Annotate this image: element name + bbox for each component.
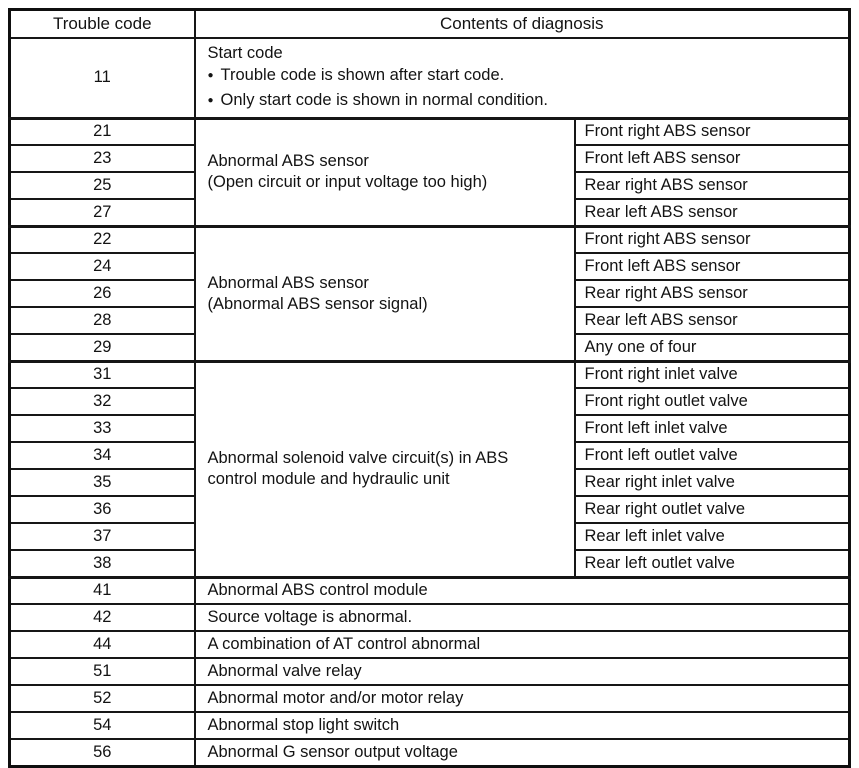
detail-cell: Rear left ABS sensor: [573, 198, 851, 227]
table-row: 35 Rear right inlet valve: [8, 468, 851, 497]
diagnosis-cell: Abnormal ABS sensor (Abnormal ABS sensor…: [193, 224, 576, 362]
trouble-code-table: Trouble code Contents of diagnosis 11 St…: [8, 8, 851, 768]
detail-cell: Rear right outlet valve: [573, 495, 851, 524]
trouble-code-cell: 41: [8, 575, 196, 605]
detail-cell: Front right outlet valve: [573, 387, 851, 416]
table-row: 29 Any one of four: [8, 333, 851, 362]
trouble-code-cell: 42: [8, 603, 196, 632]
trouble-code-cell: 22: [8, 224, 196, 254]
detail-cell: Front right ABS sensor: [573, 116, 851, 146]
trouble-code-cell: 31: [8, 359, 196, 389]
diagnosis-line-1: Abnormal ABS sensor: [207, 273, 369, 292]
trouble-code-cell: 37: [8, 522, 196, 551]
table-row: 51 Abnormal valve relay: [8, 657, 851, 686]
table-row: 27 Rear left ABS sensor: [8, 198, 851, 227]
trouble-code-cell: 26: [8, 279, 196, 308]
table-row: 26 Rear right ABS sensor: [8, 279, 851, 308]
diagnosis-cell: Abnormal G sensor output voltage: [193, 738, 851, 767]
detail-cell: Rear right inlet valve: [573, 468, 851, 497]
diagnosis-cell: A combination of AT control abnormal: [193, 630, 851, 659]
trouble-code-cell: 54: [8, 711, 196, 740]
table-row: 11 Start code Trouble code is shown afte…: [8, 36, 851, 119]
detail-cell: Front left inlet valve: [573, 414, 851, 443]
table-row: 41 Abnormal ABS control module: [8, 575, 851, 605]
start-code-bullet-1: Trouble code is shown after start code.: [208, 64, 845, 89]
trouble-code-cell: 29: [8, 333, 196, 362]
header-trouble-code: Trouble code: [8, 8, 196, 39]
detail-cell: Rear left outlet valve: [573, 549, 851, 578]
trouble-code-cell: 51: [8, 657, 196, 686]
trouble-code-cell: 36: [8, 495, 196, 524]
table-row: 42 Source voltage is abnormal.: [8, 603, 851, 632]
document-page: Trouble code Contents of diagnosis 11 St…: [8, 8, 851, 768]
table-row: 32 Front right outlet valve: [8, 387, 851, 416]
diagnosis-line-2: (Open circuit or input voltage too high): [207, 173, 488, 191]
table-row: 28 Rear left ABS sensor: [8, 306, 851, 335]
diagnosis-cell: Abnormal stop light switch: [193, 711, 851, 740]
trouble-code-cell: 38: [8, 549, 196, 578]
header-contents-of-diagnosis: Contents of diagnosis: [193, 8, 851, 39]
trouble-code-cell: 27: [8, 198, 196, 227]
trouble-code-cell: 32: [8, 387, 196, 416]
trouble-code-cell: 28: [8, 306, 196, 335]
table-row: 22 Abnormal ABS sensor (Abnormal ABS sen…: [8, 224, 851, 362]
table-row: 52 Abnormal motor and/or motor relay: [8, 684, 851, 713]
detail-cell: Front right ABS sensor: [573, 224, 851, 254]
table-row: 44 A combination of AT control abnormal: [8, 630, 851, 659]
detail-cell: Rear left ABS sensor: [573, 306, 851, 335]
table-row: 34 Front left outlet valve: [8, 441, 851, 470]
start-code-bullet-2: Only start code is shown in normal condi…: [208, 89, 845, 114]
detail-cell: Front left ABS sensor: [573, 144, 851, 173]
start-code-title: Start code: [207, 43, 283, 62]
detail-cell: Any one of four: [573, 333, 851, 362]
table-row: 56 Abnormal G sensor output voltage: [8, 738, 851, 767]
table-row: 24 Front left ABS sensor: [8, 252, 851, 281]
trouble-code-cell: 56: [8, 738, 196, 767]
detail-cell: Rear right ABS sensor: [573, 279, 851, 308]
trouble-code-cell: 35: [8, 468, 196, 497]
diagnosis-line-2: (Abnormal ABS sensor signal): [207, 294, 428, 313]
table-header-row: Trouble code Contents of diagnosis: [8, 8, 851, 39]
detail-cell: Rear left inlet valve: [573, 522, 851, 551]
detail-cell: Front left outlet valve: [573, 441, 851, 470]
diagnosis-line-2: control module and hydraulic unit: [207, 470, 450, 488]
trouble-code-cell: 34: [8, 441, 196, 470]
detail-cell: Rear right ABS sensor: [573, 171, 851, 200]
trouble-code-cell: 21: [8, 116, 196, 146]
trouble-code-cell: 11: [8, 36, 196, 119]
diagnosis-cell: Source voltage is abnormal.: [193, 603, 851, 632]
table-row: 31 Abnormal solenoid valve circuit(s) in…: [8, 359, 851, 578]
table-row: 25 Rear right ABS sensor: [8, 171, 851, 200]
diagnosis-cell: Start code Trouble code is shown after s…: [193, 36, 851, 119]
table-row: 38 Rear left outlet valve: [8, 549, 851, 578]
trouble-code-cell: 24: [8, 252, 196, 281]
diagnosis-cell: Abnormal ABS control module: [193, 575, 851, 605]
table-row: 36 Rear right outlet valve: [8, 495, 851, 524]
detail-cell: Front left ABS sensor: [573, 252, 851, 281]
diagnosis-line-1: Abnormal ABS sensor: [207, 152, 369, 170]
trouble-code-cell: 33: [8, 414, 196, 443]
trouble-code-cell: 52: [8, 684, 196, 713]
diagnosis-cell: Abnormal valve relay: [193, 657, 851, 686]
diagnosis-cell: Abnormal motor and/or motor relay: [193, 684, 851, 713]
table-row: 33 Front left inlet valve: [8, 414, 851, 443]
diagnosis-cell: Abnormal ABS sensor (Open circuit or inp…: [193, 116, 576, 227]
table-row: 37 Rear left inlet valve: [8, 522, 851, 551]
table-row: 23 Front left ABS sensor: [8, 144, 851, 173]
trouble-code-cell: 44: [8, 630, 196, 659]
detail-cell: Front right inlet valve: [573, 359, 851, 389]
trouble-code-cell: 25: [8, 171, 196, 200]
diagnosis-line-1: Abnormal solenoid valve circuit(s) in AB…: [207, 449, 509, 467]
diagnosis-cell: Abnormal solenoid valve circuit(s) in AB…: [193, 359, 576, 578]
trouble-code-cell: 23: [8, 144, 196, 173]
table-row: 21 Abnormal ABS sensor (Open circuit or …: [8, 116, 851, 227]
table-row: 54 Abnormal stop light switch: [8, 711, 851, 740]
